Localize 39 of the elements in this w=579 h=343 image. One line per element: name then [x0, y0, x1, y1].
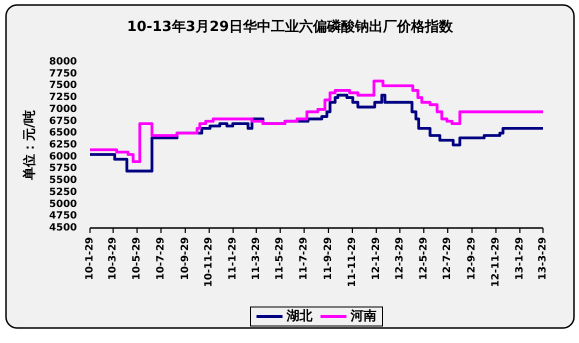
x-tick-label: 12-7-29	[442, 236, 454, 280]
x-tick-label: 11-5-29	[274, 236, 286, 280]
x-tick-label: 10-3-29	[108, 236, 119, 280]
y-tick-label: 5750	[49, 163, 78, 174]
y-tick-label: 5500	[49, 175, 78, 186]
y-tick-label: 4500	[49, 222, 78, 234]
x-tick-label: 12-3-29	[394, 236, 406, 280]
chart-title: 10-13年3月29日华中工业六偏磷酸钠出厂价格指数	[127, 18, 454, 35]
legend-label: 湖北	[286, 309, 314, 324]
y-tick-label: 6500	[49, 128, 78, 139]
y-tick-label: 7250	[49, 92, 78, 104]
x-tick-label: 10-7-29	[155, 236, 166, 280]
x-tick-label: 10-1-29	[84, 236, 96, 280]
x-tick-label: 11-11-29	[346, 236, 358, 288]
y-tick-label: 5000	[49, 198, 78, 210]
y-axis-title: 单位：元/吨	[22, 110, 38, 181]
y-tick-label: 4750	[49, 210, 78, 222]
x-tick-label: 10-11-29	[204, 236, 215, 288]
y-tick-label: 7500	[49, 80, 78, 92]
x-tick-label: 10-9-29	[180, 236, 191, 280]
x-tick-label: 13-3-29	[538, 236, 548, 280]
x-tick-label: 12-1-29	[370, 236, 382, 280]
x-tick-label: 11-3-29	[250, 236, 262, 280]
x-tick-label: 10-5-29	[132, 236, 143, 280]
y-tick-label: 6250	[49, 140, 78, 150]
x-tick-label: 11-7-29	[298, 236, 310, 280]
y-tick-label: 8000	[49, 56, 78, 68]
x-tick-label: 12-9-29	[466, 236, 478, 280]
y-tick-label: 6750	[49, 116, 78, 127]
y-tick-label: 5250	[49, 186, 78, 198]
x-tick-label: 13-1-29	[514, 236, 526, 280]
y-tick-label: 7750	[49, 68, 78, 80]
x-tick-label: 11-1-29	[228, 236, 239, 280]
x-tick-label: 11-9-29	[322, 236, 334, 280]
x-tick-label: 12-5-29	[418, 236, 430, 280]
legend-label: 河南	[350, 309, 376, 324]
y-tick-label: 6000	[49, 151, 78, 162]
y-tick-label: 7000	[49, 104, 78, 115]
x-tick-label: 12-11-29	[490, 236, 502, 288]
